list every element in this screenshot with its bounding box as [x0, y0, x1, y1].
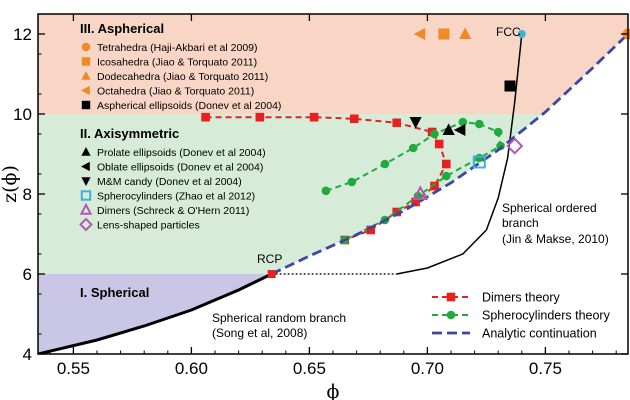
x-tick-label-3: 0.70 — [411, 359, 444, 378]
legend-entry-1-5: Lens-shaped particles — [97, 220, 200, 232]
legend-marker-square-0-4 — [81, 100, 91, 110]
branch-curve-0 — [38, 272, 273, 354]
legend-entry-1-0: Prolate ellipsoids (Donev et al 2004) — [97, 147, 266, 159]
series-point-0-10 — [392, 207, 402, 217]
series-point-0-7 — [441, 159, 451, 169]
legend-entry-0-4: Aspherical ellipsoids (Donev et al 2004) — [97, 100, 281, 112]
legend-entry-0-0: Tetrahedra (Haji-Akbari et al 2009) — [97, 42, 258, 54]
data-point-3 — [413, 27, 426, 41]
legend-entry-0-2: Dodecahedra (Jiao & Torquato 2011) — [97, 71, 268, 83]
y-tick-label-2: 8 — [23, 185, 32, 204]
data-point-7 — [409, 117, 422, 129]
series-point-0-11 — [366, 225, 376, 235]
x-axis-ticks: 0.55 0.60 0.65 0.70 0.75 — [49, 14, 617, 378]
series-point-1-9 — [475, 153, 484, 163]
data-point-4 — [504, 80, 516, 92]
theory-legend-label-2: Analytic continuation — [482, 327, 597, 341]
series-point-0-8 — [430, 181, 439, 191]
experimental-legend: Tetrahedra (Haji-Akbari et al 2009) Icosa… — [79, 42, 281, 232]
legend-marker-triangle-up-0-2 — [81, 70, 91, 80]
x-tick-label-2: 0.65 — [293, 359, 326, 378]
series-point-0-6 — [434, 139, 444, 149]
legend-entry-1-1: Oblate ellipsoids (Donev et al 2004) — [97, 162, 263, 174]
legend-entry-0-1: Icosahedra (Jiao & Torquato 2011) — [97, 57, 257, 69]
branch-curves — [38, 33, 523, 354]
data-point-6 — [453, 123, 466, 137]
region-spherical-background — [38, 274, 272, 354]
theory-legend-marker-0 — [446, 292, 456, 302]
region-title-axisymmetric: II. Axisymmetric — [80, 126, 179, 141]
series-point-0-3 — [349, 114, 359, 124]
series-point-0-0 — [201, 112, 210, 122]
series-line-1 — [325, 120, 502, 241]
ordered-branch-label: Spherical ordered — [502, 201, 597, 215]
random-branch-label: Spherical random branch — [212, 311, 346, 325]
legend-marker-circle-0-0 — [81, 42, 91, 52]
experimental-points — [267, 27, 630, 278]
y-tick-label-0: 4 — [23, 345, 32, 364]
series-point-0-9 — [411, 197, 420, 207]
series-point-0-1 — [255, 112, 265, 122]
data-point-1 — [438, 28, 450, 40]
ordered-branch-label-2: branch — [502, 216, 539, 230]
data-point-9 — [412, 185, 429, 200]
legend-marker-triangle-up-open-1-4 — [79, 202, 93, 215]
series-point-1-3 — [408, 143, 418, 153]
legend-entry-1-3: Spherocylinders (Zhao et al 2012) — [97, 191, 255, 203]
legend-entry-1-4: Dimers (Schreck & O'Hern 2011) — [97, 205, 249, 217]
series-point-0-4 — [392, 118, 402, 128]
y-tick-label-4: 12 — [13, 25, 32, 44]
series-point-1-2 — [380, 159, 390, 169]
series-point-1-1 — [347, 177, 357, 187]
series-point-0-2 — [309, 112, 319, 122]
theory-legend-marker-1 — [446, 310, 456, 320]
series-point-1-5 — [458, 117, 468, 127]
x-tick-label-1: 0.60 — [175, 359, 208, 378]
series-point-1-7 — [493, 127, 503, 137]
data-point-10 — [506, 137, 524, 155]
series-point-1-10 — [441, 171, 451, 181]
x-tick-label-4: 0.75 — [529, 359, 562, 378]
series-point-1-4 — [430, 129, 439, 139]
region-title-spherical: I. Spherical — [80, 285, 149, 300]
ordered-branch-citation: (Jin & Makse, 2010) — [502, 232, 609, 246]
data-point-8 — [472, 155, 486, 169]
data-point-5 — [442, 123, 455, 135]
legend-marker-square-0-1 — [81, 57, 91, 66]
x-axis-label: ϕ — [327, 381, 340, 400]
legend-entry-1-2: M&M candy (Donev et al 2004) — [97, 176, 242, 188]
random-branch-citation: (Song et al, 2008) — [212, 326, 307, 340]
region-title-aspherical: III. Aspherical — [80, 21, 164, 36]
legend-marker-triangle-down-1-2 — [81, 177, 91, 187]
y-axis-ticks: 4 6 8 10 12 — [13, 25, 628, 364]
legend-marker-triangle-left-1-1 — [80, 161, 90, 172]
legend-marker-triangle-left-0-3 — [80, 85, 90, 96]
y-tick-label-3: 10 — [13, 105, 32, 124]
rcp-label: RCP — [257, 252, 282, 266]
y-axis-label: z(ϕ) — [0, 165, 21, 203]
series-point-1-6 — [475, 119, 484, 129]
legend-marker-diamond-open-1-5 — [79, 217, 93, 232]
y-tick-label-1: 6 — [23, 265, 32, 284]
x-tick-label-0: 0.55 — [57, 359, 90, 378]
legend-marker-triangle-up-1-0 — [81, 146, 91, 156]
theory-legend-label-0: Dimers theory — [482, 291, 561, 305]
series-point-1-0 — [321, 186, 331, 196]
rcp-point — [267, 270, 276, 278]
legend-entry-0-3: Octahedra (Jiao & Torquato 2011) — [97, 86, 254, 98]
fcc-point — [517, 30, 526, 38]
data-point-2 — [459, 27, 472, 39]
theory-series — [201, 32, 628, 276]
series-line-2 — [271, 32, 628, 276]
fcc-label: FCC — [496, 25, 521, 39]
theory-legend: Dimers theory Spherocylinders theory Analy… — [432, 291, 611, 341]
legend-marker-square-open-1-3 — [80, 190, 92, 201]
region-aspherical-background — [38, 14, 628, 114]
branch-curve-1 — [396, 33, 523, 275]
theory-legend-label-1: Spherocylinders theory — [482, 309, 611, 323]
